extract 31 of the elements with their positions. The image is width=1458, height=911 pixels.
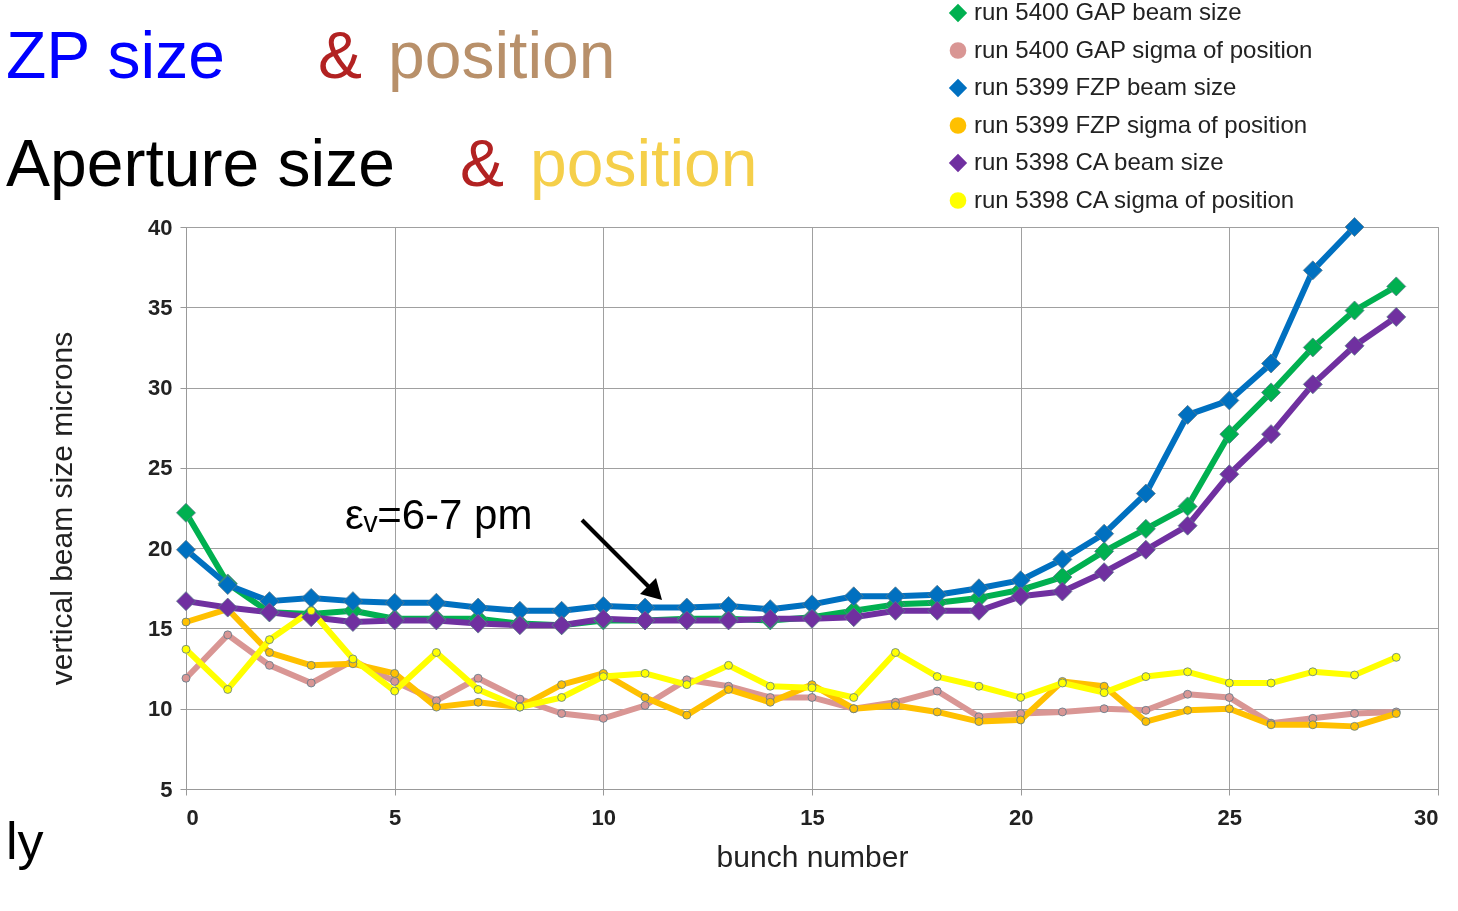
y-tick-label: 40 [148, 214, 173, 240]
text: position [388, 18, 616, 92]
text: position [530, 126, 758, 200]
legend-label: run 5398 CA beam size [974, 148, 1224, 175]
legend-label: run 5399 FZP sigma of position [974, 110, 1308, 138]
x-tick-label: 15 [800, 804, 825, 830]
x-axis-title: bunch number [716, 839, 909, 873]
y-tick-label: 15 [148, 615, 173, 641]
y-tick-label: 5 [160, 776, 173, 802]
legend-label: run 5400 GAP beam size [974, 0, 1242, 25]
y-axis-title: vertical beam size microns [45, 331, 79, 686]
x-tick-label: 20 [1008, 804, 1034, 830]
text: ZP size [6, 18, 225, 92]
y-tick-label: 35 [148, 294, 173, 320]
x-tick-label: 0 [186, 804, 199, 830]
legend-label: run 5398 CA sigma of position [974, 185, 1295, 213]
text: & [460, 126, 505, 200]
x-tick-label: 25 [1217, 804, 1243, 830]
annotation: εᵥ=6-7 pm [345, 491, 533, 538]
y-tick-label: 10 [148, 696, 173, 722]
y-tick-label: 30 [148, 375, 173, 401]
y-tick-label: 20 [148, 535, 173, 561]
y-tick-label: 25 [148, 455, 173, 481]
legend-label: run 5400 GAP sigma of position [974, 35, 1313, 63]
legend-label: run 5399 FZP beam size [974, 73, 1237, 100]
text: Aperture size [6, 126, 395, 200]
x-tick-label: 30 [1414, 804, 1439, 830]
x-tick-label: 10 [591, 804, 617, 830]
text: & [318, 18, 363, 92]
x-tick-label: 5 [389, 804, 402, 830]
text: ly [6, 812, 44, 870]
